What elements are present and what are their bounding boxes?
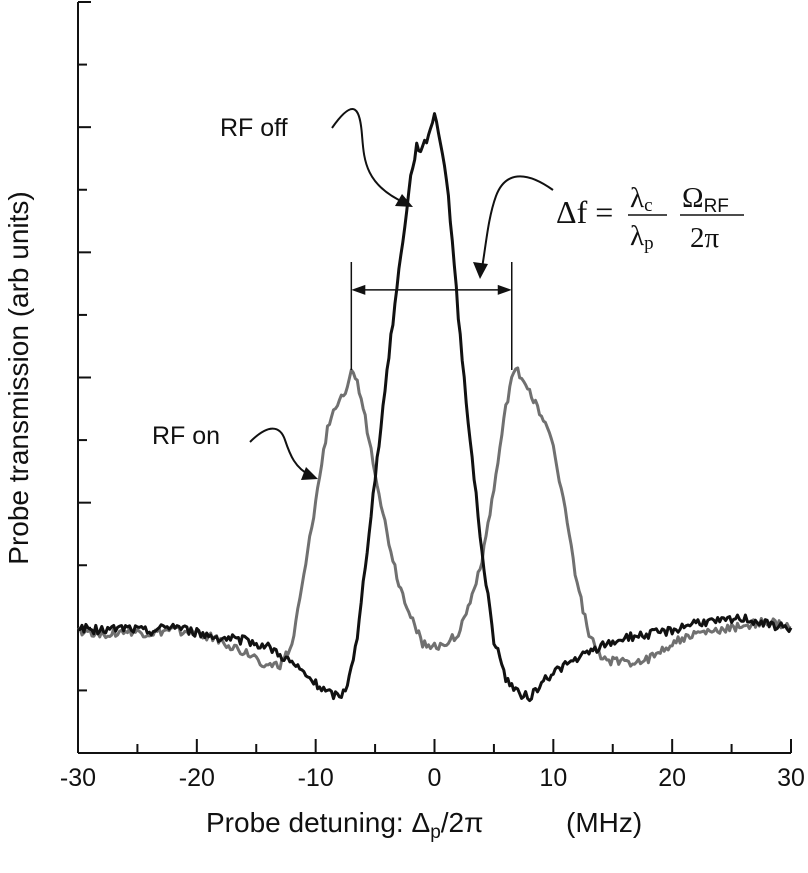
rf-on-arrowhead xyxy=(301,467,318,480)
rf-on-label: RF on xyxy=(152,422,220,450)
x-tick-label: 0 xyxy=(428,764,442,792)
y-axis-title: Probe transmission (arb units) xyxy=(3,191,34,564)
series-layer xyxy=(77,112,793,703)
x-tick-label: -30 xyxy=(60,764,96,792)
series-line xyxy=(77,112,793,703)
formula-lambda-c: λc xyxy=(630,182,653,216)
rf-off-label: RF off xyxy=(220,114,288,142)
rf-on-curved-arrow xyxy=(249,427,312,477)
x-tick-label: 10 xyxy=(539,764,567,792)
annotations: RF off RF on Δf = λc λp ΩRF 2π xyxy=(152,108,744,480)
formula-two-pi: 2π xyxy=(690,222,720,254)
series-line xyxy=(77,366,792,671)
x-tick-label: 20 xyxy=(658,764,686,792)
rf-off-curved-arrow xyxy=(331,108,406,204)
x-axis-title: Probe detuning: Δp/2π (MHz) xyxy=(206,807,642,843)
x-tick-label: -10 xyxy=(298,764,334,792)
splitting-formula: Δf = λc λp ΩRF 2π xyxy=(556,182,744,254)
formula-omega-rf: ΩRF xyxy=(682,182,729,217)
axes: -30 -20 -10 0 10 20 30 Probe detuning: Δp/2π (MH… xyxy=(3,1,805,843)
rf-off-arrowhead xyxy=(395,194,413,207)
formula-arrowhead xyxy=(473,262,488,279)
x-tick-label: 30 xyxy=(777,764,805,792)
splitting-arrowhead-left xyxy=(351,284,366,295)
formula-lhs: Δf = xyxy=(556,194,613,230)
splitting-arrowhead-right xyxy=(497,284,512,295)
formula-lambda-p: λp xyxy=(630,220,654,254)
formula-curved-arrow xyxy=(481,175,554,269)
x-tick-label: -20 xyxy=(179,764,215,792)
